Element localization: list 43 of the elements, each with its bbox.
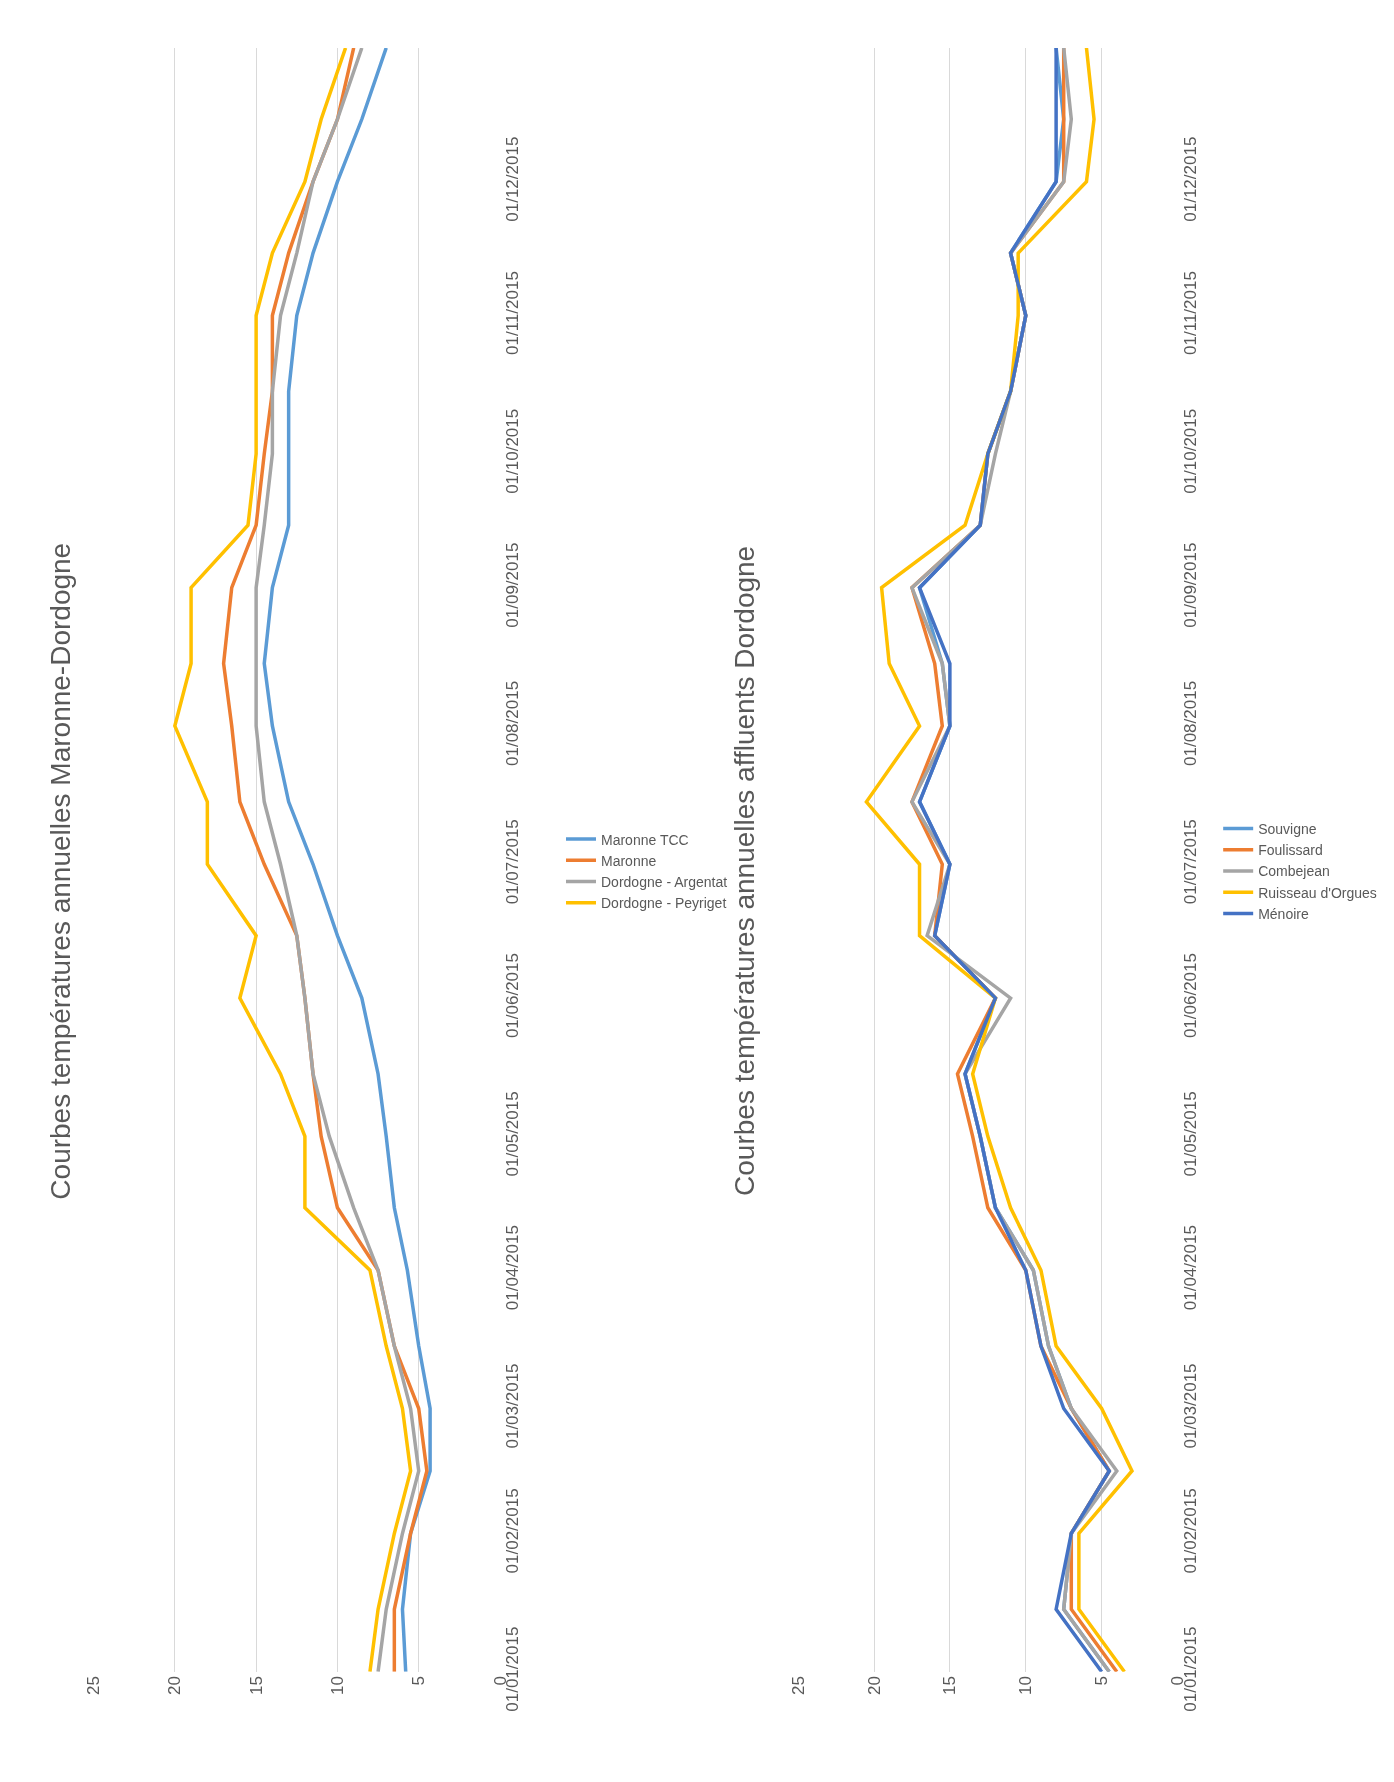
legend-label: Foulissard	[1258, 842, 1323, 859]
y-tick-label: 01/12/2015	[503, 136, 523, 222]
x-tick-label: 10	[1016, 1676, 1036, 1696]
text: Courbes températures annuelles Maronne-Dordogne	[44, 542, 76, 1200]
y-tick-label: 01/07/2015	[1180, 819, 1200, 905]
legend-label: Combejean	[1258, 863, 1330, 880]
y-tick-label: 01/04/2015	[503, 1225, 523, 1311]
y-tick-label: 01/03/2015	[1180, 1363, 1200, 1449]
y-tick-label: 01/08/2015	[503, 680, 523, 766]
y-tick-label: 01/06/2015	[503, 953, 523, 1039]
x-tick-label: 10	[327, 1676, 347, 1696]
x-tick-label: 20	[165, 1676, 185, 1696]
x-tick-label: 20	[864, 1676, 884, 1696]
y-tick-label: 01/12/2015	[1180, 136, 1200, 222]
legend-label: Souvigne	[1258, 821, 1317, 838]
y-tick-label: 01/08/2015	[1180, 680, 1200, 766]
x-tick-label: 25	[788, 1676, 808, 1696]
x-tick-label: 25	[84, 1676, 104, 1696]
y-tick-label: 01/05/2015	[503, 1091, 523, 1177]
y-tick-label: 01/04/2015	[1180, 1225, 1200, 1311]
x-tick-label: 5	[1092, 1676, 1112, 1686]
y-tick-label: 01/09/2015	[1180, 542, 1200, 628]
y-tick-label: 01/02/2015	[1180, 1488, 1200, 1574]
legend-label: Ménoire	[1258, 905, 1309, 922]
y-tick-label: 01/09/2015	[503, 542, 523, 628]
y-tick-label: 01/05/2015	[1180, 1091, 1200, 1177]
y-tick-label: 01/06/2015	[1180, 953, 1200, 1039]
x-tick-label: 15	[940, 1676, 960, 1696]
y-tick-label: 01/07/2015	[503, 819, 523, 905]
y-tick-label: 01/03/2015	[503, 1363, 523, 1449]
legend-label: Maronne	[601, 852, 657, 869]
text: Courbes températures annuelles affluents Dordogne	[728, 545, 760, 1196]
legend-label: Ruisseau d'Orgues	[1258, 884, 1377, 901]
legend-label: Dordogne - Peyriget	[601, 895, 727, 912]
legend-label: Dordogne - Argentat	[601, 873, 728, 890]
y-tick-label: 01/11/2015	[1180, 271, 1200, 355]
y-tick-label: 01/10/2015	[503, 408, 523, 494]
legend-label: Maronne TCC	[601, 831, 689, 848]
x-tick-label: 15	[246, 1676, 266, 1696]
y-tick-label: 01/02/2015	[503, 1488, 523, 1574]
x-tick-label: 5	[409, 1676, 429, 1686]
y-tick-label: 01/11/2015	[503, 271, 523, 355]
y-tick-label: 01/10/2015	[1180, 408, 1200, 494]
